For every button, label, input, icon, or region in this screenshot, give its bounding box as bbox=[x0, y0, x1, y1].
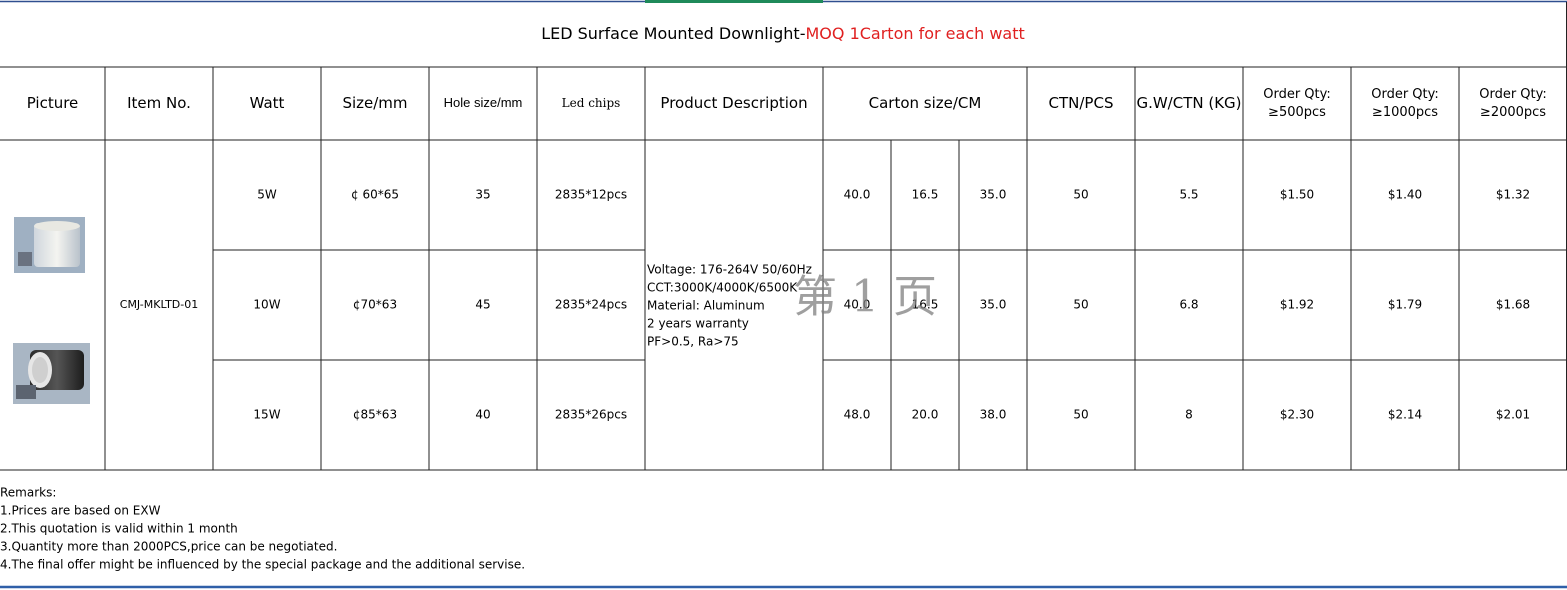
cell-hole: 40 bbox=[475, 408, 490, 422]
column-header: Size/mm bbox=[342, 94, 407, 112]
cell-chips: 2835*24pcs bbox=[555, 298, 627, 312]
column-header: Hole size/mm bbox=[444, 95, 523, 110]
cell-hole: 45 bbox=[475, 298, 490, 312]
description-line: Voltage: 176-264V 50/60Hz bbox=[647, 263, 812, 277]
remark-line: 4.The final offer might be influenced by… bbox=[0, 558, 525, 572]
cell-ctn: 50 bbox=[1073, 188, 1088, 202]
title-text: LED Surface Mounted Downlight- bbox=[541, 24, 805, 43]
description-line: CCT:3000K/4000K/6500K bbox=[647, 281, 798, 295]
item-number: CMJ-MKLTD-01 bbox=[120, 298, 198, 311]
column-header: Order Qty: bbox=[1263, 87, 1331, 102]
cell-price: $1.32 bbox=[1496, 188, 1530, 202]
cell-hole: 35 bbox=[475, 188, 490, 202]
cell-price: $2.14 bbox=[1388, 408, 1422, 422]
title-highlight: MOQ 1Carton for each watt bbox=[805, 24, 1024, 43]
cell-price: $1.79 bbox=[1388, 298, 1422, 312]
cell-watt: 10W bbox=[253, 298, 280, 312]
picture-5w bbox=[14, 217, 85, 273]
cell-price: $1.50 bbox=[1280, 188, 1314, 202]
cell-price: $1.40 bbox=[1388, 188, 1422, 202]
cell-gw: 8 bbox=[1185, 408, 1193, 422]
column-header: Order Qty: bbox=[1371, 87, 1439, 102]
cell-size: ¢85*63 bbox=[353, 408, 397, 422]
cell-watt: 15W bbox=[253, 408, 280, 422]
column-header: Watt bbox=[250, 94, 285, 112]
cell-price: $1.92 bbox=[1280, 298, 1314, 312]
remark-line: 2.This quotation is valid within 1 month bbox=[0, 522, 238, 536]
cell-carton: 40.0 bbox=[844, 188, 871, 202]
cell-carton: 16.5 bbox=[912, 188, 939, 202]
column-header: Led chips bbox=[562, 96, 621, 110]
cell-size: ¢70*63 bbox=[353, 298, 397, 312]
cell-carton: 35.0 bbox=[980, 188, 1007, 202]
column-header: Picture bbox=[27, 94, 79, 112]
page-watermark: 第 1 页 bbox=[793, 272, 937, 323]
cell-carton: 20.0 bbox=[912, 408, 939, 422]
description-line: PF>0.5, Ra>75 bbox=[647, 335, 739, 349]
cell-carton: 35.0 bbox=[980, 298, 1007, 312]
cell-chips: 2835*26pcs bbox=[555, 408, 627, 422]
column-header: Item No. bbox=[127, 94, 191, 112]
column-header: ≥500pcs bbox=[1268, 105, 1326, 120]
column-header: ≥1000pcs bbox=[1372, 105, 1438, 120]
cell-gw: 5.5 bbox=[1179, 188, 1198, 202]
remark-line: 1.Prices are based on EXW bbox=[0, 504, 161, 518]
remark-line: 3.Quantity more than 2000PCS,price can b… bbox=[0, 540, 337, 554]
cell-carton: 48.0 bbox=[844, 408, 871, 422]
cell-ctn: 50 bbox=[1073, 408, 1088, 422]
cell-chips: 2835*12pcs bbox=[555, 188, 627, 202]
cell-gw: 6.8 bbox=[1179, 298, 1198, 312]
cell-price: $1.68 bbox=[1496, 298, 1530, 312]
column-header: Product Description bbox=[660, 94, 807, 112]
column-header: Order Qty: bbox=[1479, 87, 1547, 102]
cell-price: $2.30 bbox=[1280, 408, 1314, 422]
column-header: Carton size/CM bbox=[869, 94, 982, 112]
picture-10w bbox=[13, 343, 90, 404]
sheet-title: LED Surface Mounted Downlight-MOQ 1Carto… bbox=[541, 24, 1025, 43]
column-header: CTN/PCS bbox=[1049, 94, 1114, 112]
cell-price: $2.01 bbox=[1496, 408, 1530, 422]
cell-watt: 5W bbox=[257, 188, 277, 202]
description-line: 2 years warranty bbox=[647, 317, 749, 331]
cell-carton: 40.0 bbox=[844, 298, 871, 312]
cell-carton: 38.0 bbox=[980, 408, 1007, 422]
column-header: ≥2000pcs bbox=[1480, 105, 1546, 120]
cell-ctn: 50 bbox=[1073, 298, 1088, 312]
cell-carton: 16.5 bbox=[912, 298, 939, 312]
description-line: Material: Aluminum bbox=[647, 299, 765, 313]
remark-line: Remarks: bbox=[0, 486, 56, 500]
column-header: G.W/CTN (KG) bbox=[1136, 94, 1241, 112]
cell-size: ¢ 60*65 bbox=[351, 188, 399, 202]
